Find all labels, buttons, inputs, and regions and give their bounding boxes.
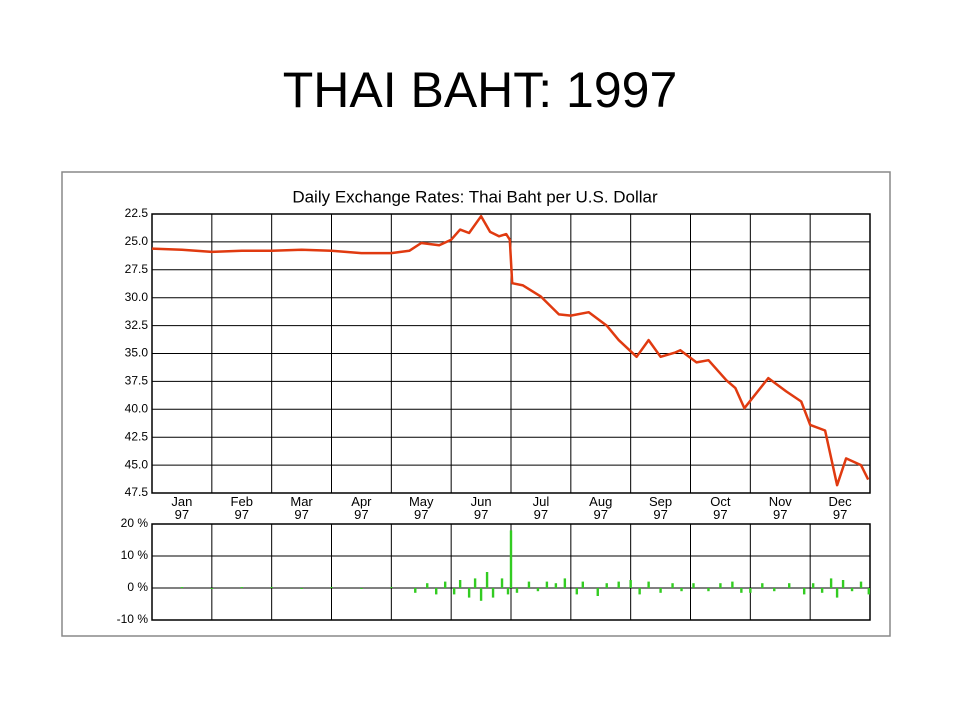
change-bar xyxy=(740,588,743,593)
y-tick-label: 27.5 xyxy=(125,262,149,276)
change-bar xyxy=(426,583,429,588)
change-bar xyxy=(773,588,776,592)
x-tick-label: Dec 97 xyxy=(828,494,852,522)
y-tick-label: 22.5 xyxy=(125,206,149,220)
y-tick-label: 42.5 xyxy=(125,429,149,443)
change-bar xyxy=(180,587,184,589)
change-bar xyxy=(820,588,824,593)
y-tick-label: -10 % xyxy=(117,612,149,626)
chart-frame xyxy=(61,171,891,637)
change-bar xyxy=(731,581,734,588)
change-bar xyxy=(467,588,471,598)
change-bar xyxy=(680,588,683,592)
y-tick-label: 30.0 xyxy=(125,290,149,304)
rate-line xyxy=(151,214,870,487)
change-bar xyxy=(554,583,558,588)
x-tick-label: Jun 97 xyxy=(470,494,492,522)
change-bar xyxy=(859,581,863,588)
change-bar xyxy=(788,583,791,588)
change-bar xyxy=(506,588,510,595)
change-bar xyxy=(707,588,710,592)
change-bar xyxy=(485,572,489,588)
x-tick-label: Aug 97 xyxy=(589,494,613,522)
change-bar xyxy=(671,583,674,588)
change-bar xyxy=(473,578,477,588)
change-bar xyxy=(210,588,214,589)
change-bar xyxy=(850,588,854,592)
change-bar xyxy=(841,580,845,588)
change-bar xyxy=(458,580,462,588)
x-tick-label: Jul 97 xyxy=(532,494,550,522)
x-tick-label: Oct 97 xyxy=(710,494,731,522)
y-tick-label: 20 % xyxy=(121,516,149,530)
y-tick-label: 32.5 xyxy=(125,318,149,332)
change-bar xyxy=(360,588,363,589)
change-bar xyxy=(270,587,273,589)
change-bar xyxy=(581,581,584,588)
change-bar xyxy=(647,581,650,588)
x-tick-label: Nov 97 xyxy=(768,494,792,522)
change-bar xyxy=(491,588,495,598)
x-tick-label: May 97 xyxy=(408,494,434,522)
change-bar xyxy=(443,581,447,588)
y-tick-label: 25.0 xyxy=(125,234,149,248)
change-bar xyxy=(536,588,540,592)
slide-title: THAI BAHT: 1997 xyxy=(283,62,678,118)
change-bar xyxy=(802,588,806,595)
change-bar xyxy=(500,578,504,588)
change-bar xyxy=(835,588,839,598)
change-bar xyxy=(515,588,519,593)
change-bar xyxy=(414,588,417,593)
x-tick-label: Jan 97 xyxy=(171,494,193,522)
change-bar xyxy=(390,587,393,589)
change-bar xyxy=(638,588,641,595)
x-tick-label: Sep 97 xyxy=(649,494,673,522)
chart-title: Daily Exchange Rates: Thai Baht per U.S.… xyxy=(292,187,658,206)
change-bar xyxy=(719,583,722,588)
y-tick-label: 37.5 xyxy=(125,374,149,388)
change-bar xyxy=(659,588,662,593)
y-tick-label: 47.5 xyxy=(125,485,149,499)
y-tick-label: 35.0 xyxy=(125,346,149,360)
change-bar xyxy=(605,583,608,588)
y-tick-label: 0 % xyxy=(127,580,148,594)
change-bar xyxy=(479,588,483,601)
change-bar xyxy=(300,588,303,589)
x-tick-label: Mar 97 xyxy=(290,494,313,522)
change-bar xyxy=(452,588,456,595)
change-bar xyxy=(240,587,243,589)
change-bar xyxy=(692,583,695,588)
change-bar xyxy=(811,583,815,588)
change-bar xyxy=(330,587,333,589)
change-bar xyxy=(575,588,579,595)
change-bar xyxy=(761,583,764,588)
plot-border xyxy=(151,523,871,621)
change-bar xyxy=(509,530,513,588)
change-bar xyxy=(596,588,599,596)
change-bar xyxy=(867,588,871,595)
y-tick-label: 40.0 xyxy=(125,401,149,415)
x-tick-label: Apr 97 xyxy=(351,494,372,522)
y-tick-label: 10 % xyxy=(121,548,149,562)
change-bar xyxy=(545,581,549,588)
plot-border xyxy=(151,213,871,494)
change-bar xyxy=(563,578,567,588)
x-tick-label: Feb 97 xyxy=(230,494,253,522)
change-bar xyxy=(527,581,531,588)
change-bar xyxy=(629,580,632,588)
change-bar xyxy=(749,588,752,593)
y-tick-label: 45.0 xyxy=(125,457,149,471)
change-bar xyxy=(829,578,833,588)
change-bar xyxy=(435,588,438,595)
change-bar xyxy=(617,581,620,588)
